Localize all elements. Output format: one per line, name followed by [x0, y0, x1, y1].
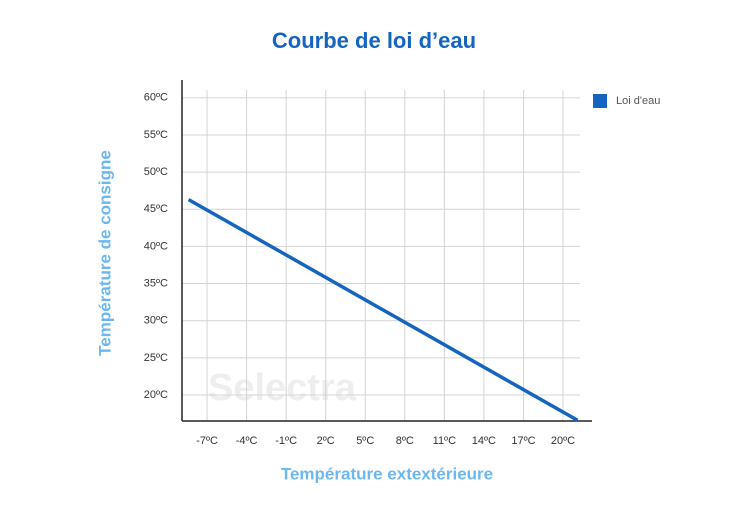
x-tick-label: 14ºC [472, 435, 496, 447]
x-tick-label: 11ºC [433, 435, 456, 447]
x-tick-label: 5ºC [356, 435, 374, 447]
y-axis-label: Température de consigne [95, 150, 114, 356]
legend-swatch [593, 94, 607, 108]
x-tick-label: 20ºC [551, 435, 575, 447]
x-tick-label: 17ºC [511, 435, 535, 447]
y-tick-label: 25ºC [144, 352, 168, 364]
x-tick-label: 2ºC [317, 435, 335, 447]
x-tick-label: 8ºC [396, 435, 414, 447]
y-tick-label: 60ºC [144, 92, 168, 104]
x-axis-label: Température extextérieure [281, 464, 493, 483]
y-tick-label: 55ºC [144, 129, 168, 141]
y-tick-label: 50ºC [144, 166, 168, 178]
legend-label: Loi d'eau [616, 95, 660, 107]
x-tick-label: -7ºC [196, 435, 218, 447]
chart-title: Courbe de loi d’eau [272, 28, 476, 53]
y-tick-label: 40ºC [144, 240, 168, 252]
y-tick-label: 45ºC [144, 203, 168, 215]
line [187, 198, 579, 422]
y-tick-label: 20ºC [144, 389, 168, 401]
y-tick-label: 35ºC [144, 277, 168, 289]
x-tick-label: -4ºC [236, 435, 258, 447]
watermark: Selectra [208, 367, 357, 409]
x-tick-label: -1ºC [275, 435, 297, 447]
y-tick-label: 30ºC [144, 315, 168, 327]
